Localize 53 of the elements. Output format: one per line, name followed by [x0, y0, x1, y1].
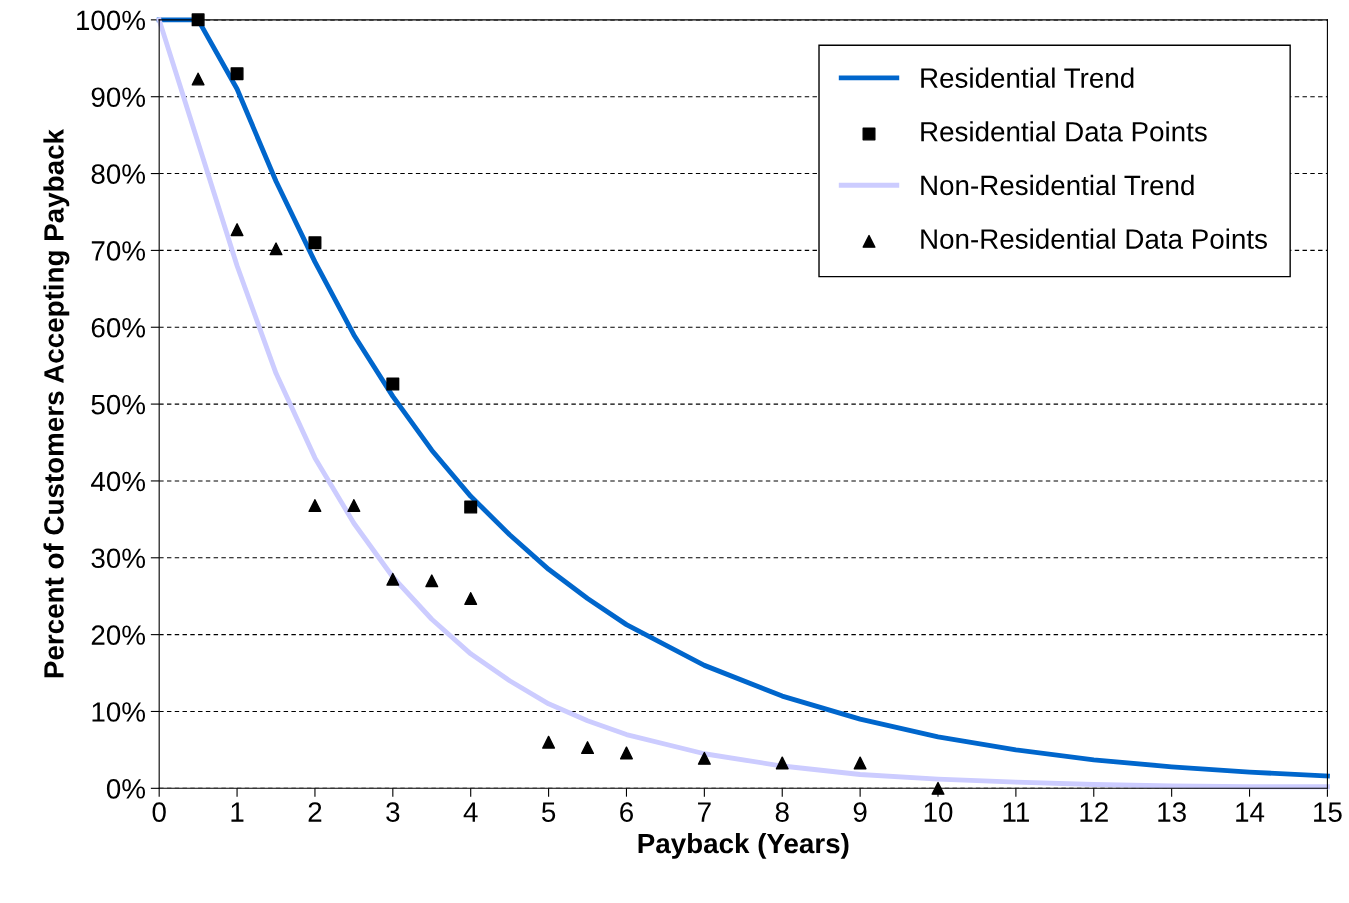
y-tick-label: 20%: [91, 625, 145, 645]
point: [581, 741, 595, 755]
y-tick-label: 70%: [91, 241, 145, 261]
x-tick-label: 4: [463, 802, 478, 822]
point: [230, 67, 244, 81]
legend-label: Residential Trend: [921, 67, 1134, 88]
x-tick-label: 7: [698, 802, 711, 822]
point: [386, 377, 400, 391]
legend-label: Non-Residential Data Points: [921, 228, 1267, 249]
legend-label: Residential Data Points: [921, 121, 1207, 142]
x-tick-label: 8: [775, 802, 789, 822]
y-tick-label: 40%: [91, 471, 145, 492]
point: [464, 500, 478, 514]
legend-label: Non-Residential Trend: [921, 174, 1194, 196]
x-tick-label: 5: [541, 802, 556, 822]
point: [230, 223, 244, 237]
y-tick-label: 30%: [91, 548, 145, 569]
x-tick-label: 13: [1158, 802, 1186, 822]
x-tick-label: 2: [308, 802, 322, 822]
point: [308, 499, 322, 513]
x-tick-label: 15: [1314, 802, 1342, 822]
point: [464, 592, 478, 606]
point: [347, 499, 361, 513]
point: [853, 756, 867, 770]
y-axis-title: Percent of Customers Accepting Payback: [43, 129, 70, 678]
point: [308, 236, 322, 250]
point: [425, 574, 439, 588]
point: [931, 781, 945, 795]
x-tick-label: 12: [1080, 802, 1108, 822]
x-tick-label: 9: [853, 802, 867, 822]
x-tick-label: 14: [1236, 802, 1265, 822]
x-tick-label: 6: [620, 802, 633, 822]
x-tick-label: 3: [386, 802, 400, 822]
y-tick-label: 10%: [92, 702, 145, 722]
point: [775, 756, 789, 770]
y-tick-label: 50%: [91, 394, 145, 415]
point: [191, 13, 205, 27]
point: [386, 572, 400, 586]
x-tick-label: 1: [231, 802, 244, 822]
y-tick-label: 80%: [91, 164, 145, 184]
point: [619, 746, 633, 760]
y-tick-label: 0%: [106, 778, 145, 799]
point: [269, 242, 283, 256]
point: [191, 72, 205, 86]
y-tick-label: 60%: [91, 317, 145, 338]
x-axis-title: Payback (Years): [638, 832, 849, 859]
x-tick-label: 11: [1003, 802, 1029, 822]
y-tick-label: 90%: [91, 87, 145, 108]
y-tick-label: 100%: [77, 10, 145, 31]
point: [542, 735, 556, 749]
x-tick-label: 0: [152, 802, 166, 822]
x-tick-label: 10: [924, 802, 953, 822]
point: [697, 751, 711, 765]
